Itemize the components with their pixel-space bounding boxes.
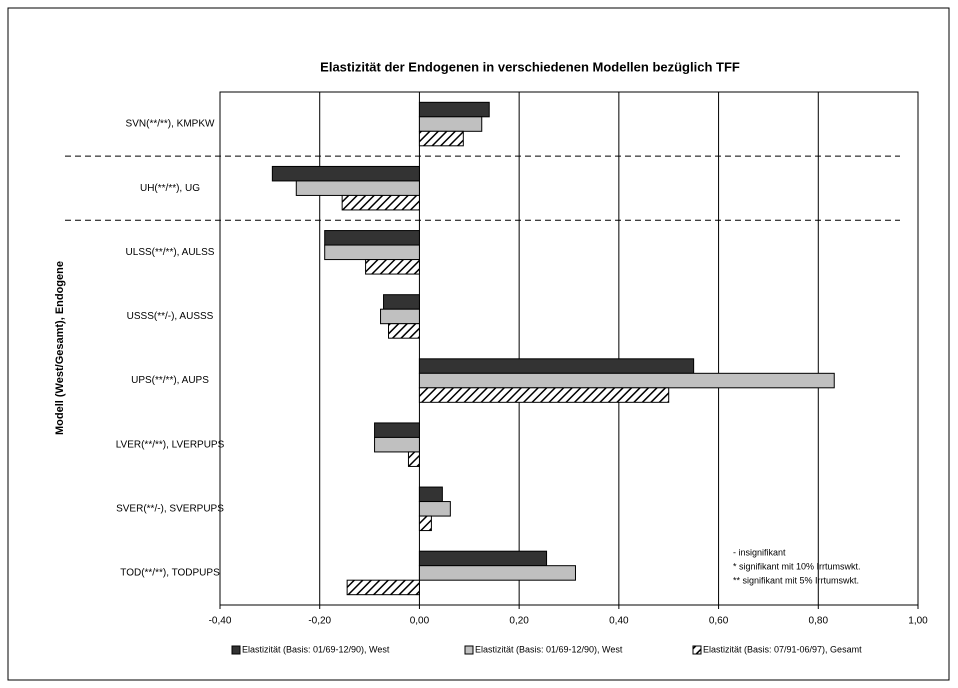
bar	[324, 230, 420, 246]
y-tick-label: SVN(**/**), KMPKW	[126, 119, 215, 130]
x-tick-label: -0,20	[308, 616, 331, 627]
bar	[407, 451, 420, 467]
chart-title: Elastizität der Endogenen in verschieden…	[320, 59, 740, 74]
bar	[418, 501, 451, 517]
x-tick-label: 1,00	[908, 616, 928, 627]
x-tick-label: 0,80	[809, 616, 829, 627]
y-tick-label: TOD(**/**), TODPUPS	[120, 568, 220, 579]
bar	[380, 308, 420, 325]
legend-label: Elastizität (Basis: 07/91-06/97), Gesamt	[703, 644, 862, 654]
bar	[418, 116, 483, 132]
bar	[418, 550, 548, 567]
legend-label: Elastizität (Basis: 01/69-12/90), West	[475, 644, 623, 654]
bar	[418, 358, 695, 374]
legend-swatch	[231, 645, 241, 655]
bar	[418, 130, 464, 147]
legend-label: Elastizität (Basis: 01/69-12/90), West	[242, 644, 390, 654]
y-tick-label: ULSS(**/**), AULSS	[126, 247, 215, 258]
bar	[374, 436, 420, 453]
bar	[341, 194, 420, 211]
bar	[418, 565, 576, 581]
bar	[418, 387, 670, 403]
x-tick-label: -0,40	[209, 616, 232, 627]
bar	[388, 323, 420, 339]
y-tick-label: USSS(**/-), AUSSS	[127, 311, 214, 322]
legend-swatch	[692, 645, 702, 655]
bar	[271, 165, 420, 182]
bar	[365, 259, 420, 275]
x-tick-label: 0,20	[509, 616, 529, 627]
legend-swatch	[464, 645, 474, 655]
x-tick-label: 0,00	[410, 616, 430, 627]
bar	[418, 515, 432, 532]
y-tick-label: LVER(**/**), LVERPUPS	[116, 439, 225, 450]
bar	[418, 486, 443, 503]
bar	[418, 372, 835, 389]
y-tick-label: UH(**/**), UG	[140, 183, 200, 194]
x-tick-label: 0,60	[709, 616, 729, 627]
x-tick-label: 0,40	[609, 616, 629, 627]
y-axis-title: Modell (West/Gesamt), Endogene	[54, 261, 66, 435]
annotation: * signifikant mit 10% Irrtumswkt.	[733, 561, 861, 571]
y-tick-label: UPS(**/**), AUPS	[131, 375, 209, 386]
bar	[346, 579, 420, 596]
bar	[418, 101, 490, 118]
bar	[374, 422, 420, 438]
bar	[295, 180, 420, 196]
bar	[383, 294, 420, 310]
annotation: ** signifikant mit 5% Irrtumswkt.	[733, 575, 859, 585]
bar	[324, 244, 420, 261]
y-tick-label: SVER(**/-), SVERPUPS	[116, 503, 224, 514]
annotation: - insignifikant	[733, 547, 786, 557]
